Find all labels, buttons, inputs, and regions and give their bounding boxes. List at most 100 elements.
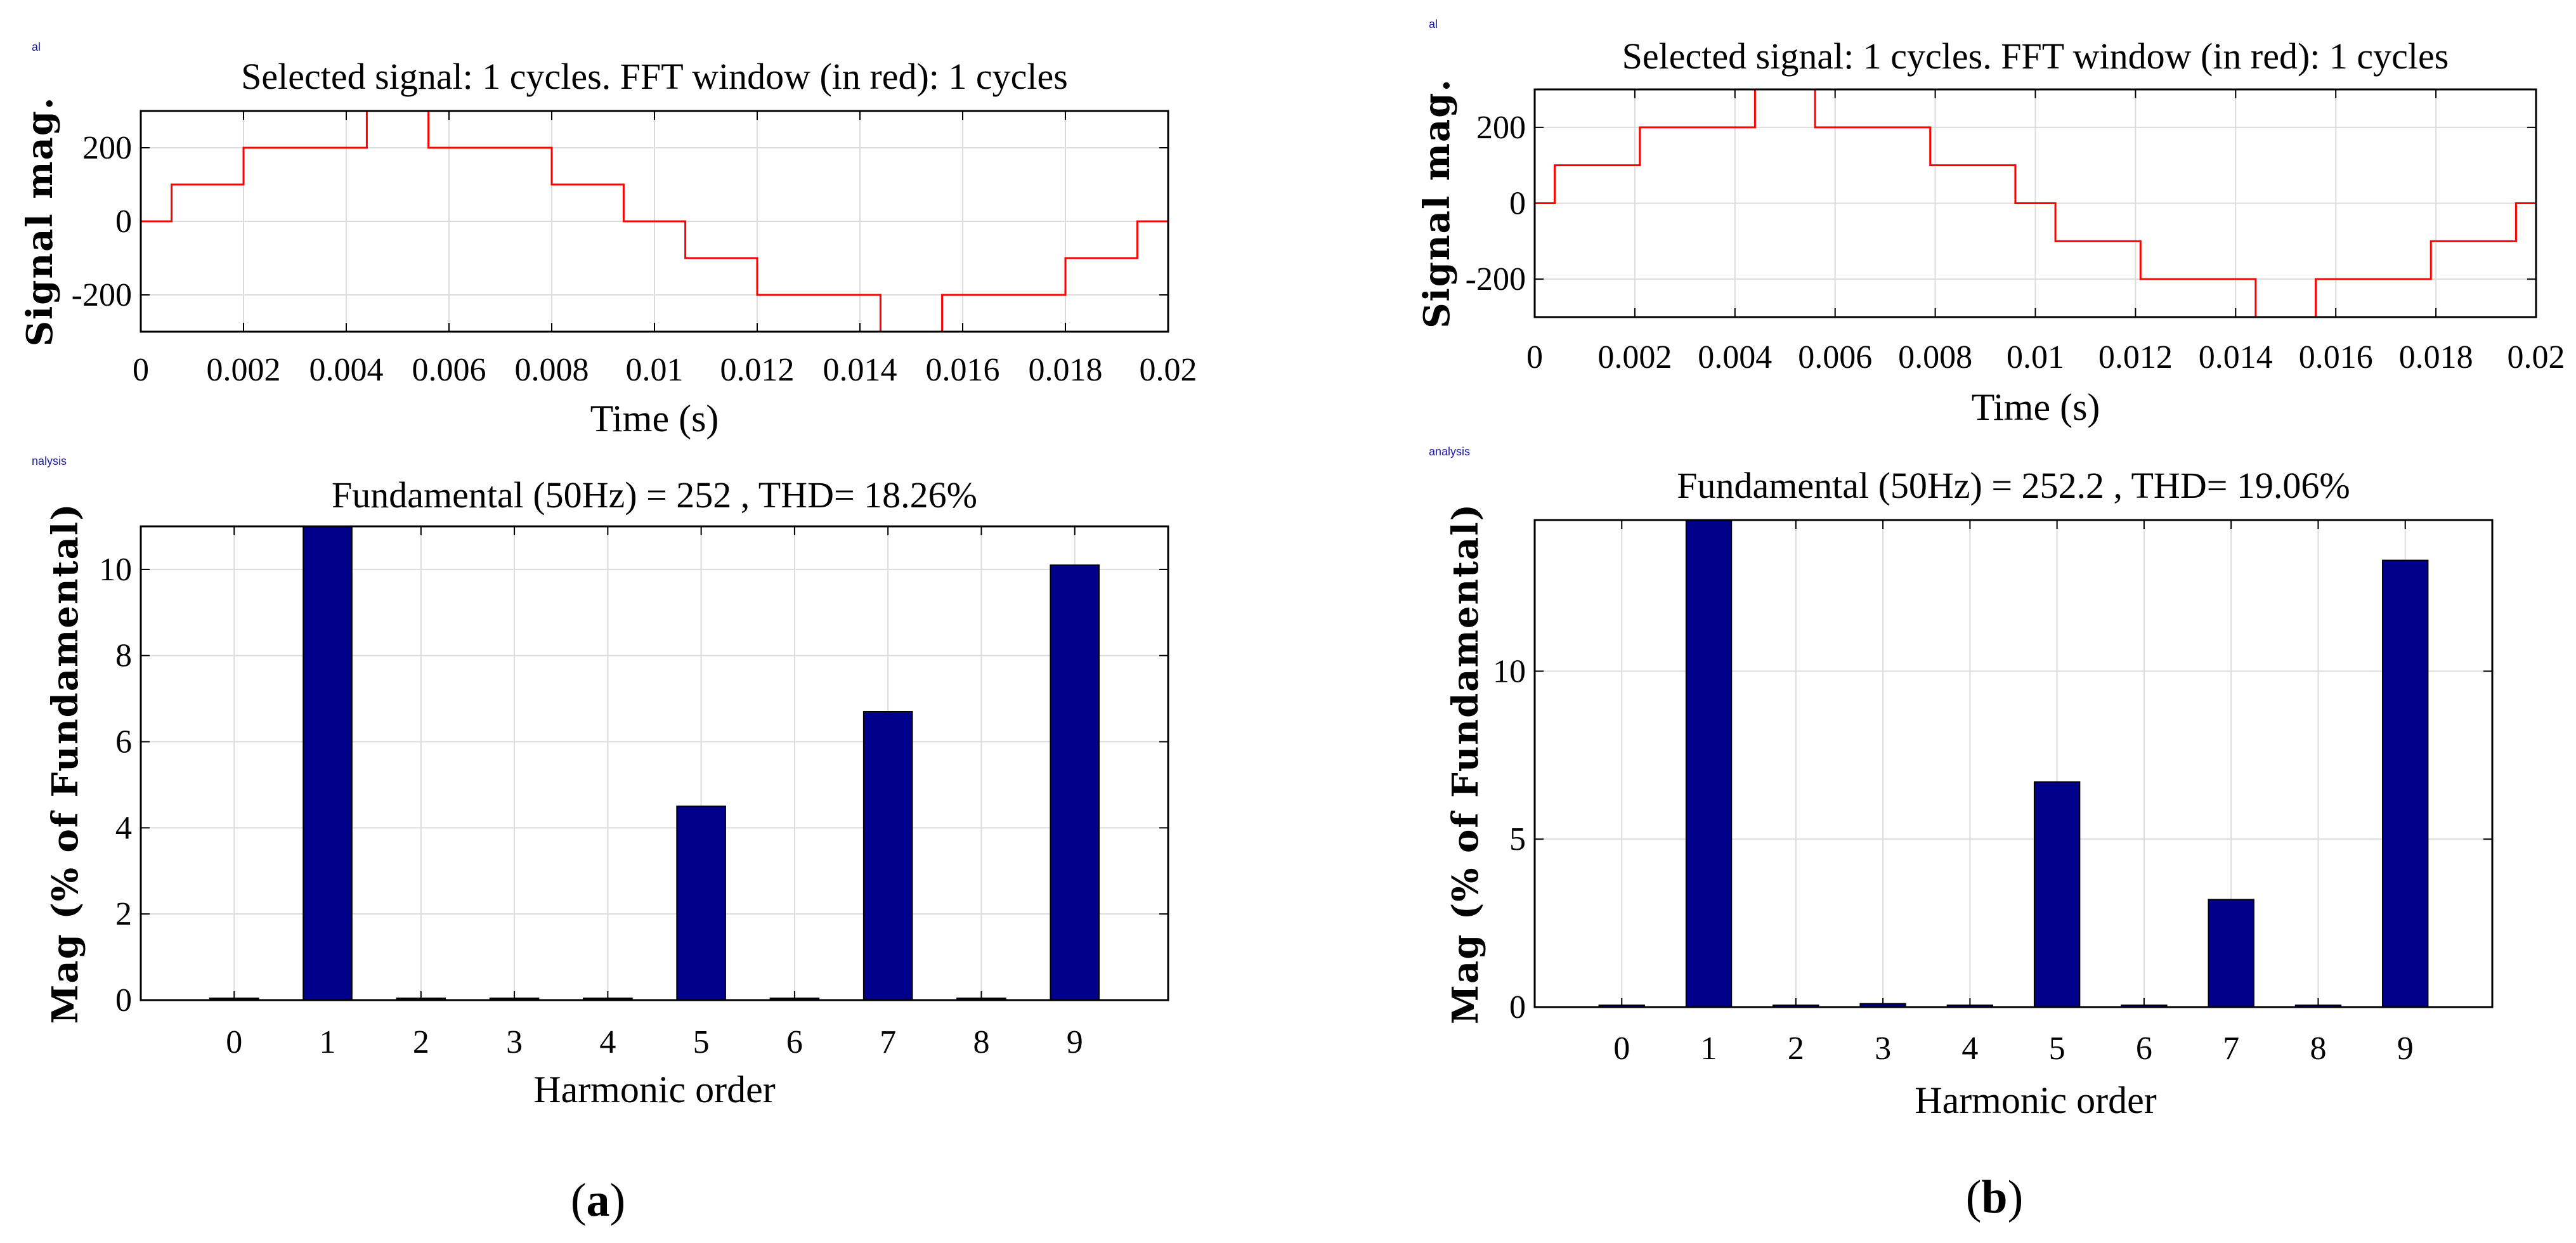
- x-tick-label: 0.014: [2199, 339, 2273, 375]
- panel-b-fft-tag: analysis: [1429, 445, 1470, 458]
- caption-open-paren: (: [571, 1175, 587, 1227]
- x-tick-label: 0: [1613, 1031, 1630, 1067]
- x-axis-label: Harmonic order: [533, 1069, 776, 1110]
- x-tick-label: 0.012: [720, 352, 795, 388]
- y-axis-label: Signal mag.: [19, 96, 61, 347]
- harmonic-bar-7: [862, 711, 913, 1001]
- panel-b-signal-chart: Selected signal: 1 cycles. FFT window (i…: [1416, 36, 2565, 428]
- panel-b-fft-chart: Fundamental (50Hz) = 252.2 , THD= 19.06%…: [1445, 465, 2494, 1121]
- x-tick-label: 1: [320, 1024, 336, 1060]
- x-tick-label: 6: [2136, 1031, 2152, 1067]
- chart-title: Selected signal: 1 cycles. FFT window (i…: [1622, 36, 2449, 77]
- plot-frame: [1533, 88, 2537, 318]
- harmonic-bar-1: [1685, 519, 1733, 1008]
- x-tick-label: 0.01: [626, 352, 684, 388]
- harmonic-bar-9: [2382, 559, 2429, 1008]
- x-tick-label: 4: [1961, 1031, 1978, 1067]
- panel-b-caption-letter: b: [1981, 1171, 2007, 1223]
- y-tick-label: 5: [1509, 821, 1526, 857]
- plot-frame: [140, 110, 1169, 333]
- chart-title: Fundamental (50Hz) = 252.2 , THD= 19.06%: [1677, 465, 2350, 506]
- x-tick-label: 3: [1875, 1031, 1891, 1067]
- x-tick-label: 7: [2223, 1031, 2239, 1067]
- x-tick-label: 0: [226, 1024, 242, 1060]
- x-tick-label: 0.008: [1898, 339, 1972, 375]
- y-axis-label: Mag (% of Fundamental): [1445, 503, 1486, 1024]
- x-tick-label: 0.014: [823, 352, 897, 388]
- y-tick-label: 4: [115, 810, 132, 846]
- panel-a-signal-chart: Selected signal: 1 cycles. FFT window (i…: [19, 56, 1197, 439]
- x-tick-label: 0.016: [926, 352, 1000, 388]
- panel-a-caption: (a): [571, 1175, 625, 1227]
- x-tick-label: 0.002: [1597, 339, 1672, 375]
- harmonic-bar-7: [2208, 899, 2254, 1008]
- y-tick-label: 0: [115, 982, 132, 1018]
- x-tick-label: 2: [1788, 1031, 1804, 1067]
- x-tick-label: 0.006: [412, 352, 486, 388]
- y-tick-label: 0: [1509, 989, 1526, 1025]
- y-tick-label: 2: [115, 896, 132, 932]
- x-tick-label: 8: [2310, 1031, 2326, 1067]
- signal-line: [1535, 89, 2536, 317]
- y-tick-label: 0: [115, 204, 132, 240]
- y-tick-label: 10: [99, 552, 132, 588]
- x-tick-label: 9: [1067, 1024, 1083, 1060]
- x-tick-label: 5: [693, 1024, 710, 1060]
- x-tick-label: 0.002: [207, 352, 281, 388]
- x-tick-label: 0.02: [1140, 352, 1197, 388]
- caption-close-paren: ): [2008, 1171, 2024, 1223]
- chart-title: Fundamental (50Hz) = 252 , THD= 18.26%: [332, 474, 977, 516]
- x-tick-label: 0.018: [2399, 339, 2473, 375]
- panel-a-fft-chart: Fundamental (50Hz) = 252 , THD= 18.26% 0 2…: [44, 474, 1169, 1110]
- x-tick-label: 0.004: [309, 352, 384, 388]
- y-tick-label: 10: [1493, 653, 1526, 689]
- x-tick-label: 0.004: [1698, 339, 1772, 375]
- y-tick-label: -200: [1466, 261, 1526, 297]
- y-tick-label: 200: [82, 130, 132, 166]
- harmonic-bar-5: [676, 805, 726, 1001]
- x-axis-label: Time (s): [590, 398, 719, 439]
- x-tick-label: 5: [2049, 1031, 2065, 1067]
- x-tick-label: 0.018: [1029, 352, 1103, 388]
- panel-a-signal-tag: al: [32, 41, 41, 53]
- plot-frame: [140, 525, 1169, 1001]
- plot-frame: [1533, 519, 2494, 1008]
- x-tick-label: 8: [973, 1024, 989, 1060]
- x-tick-label: 7: [880, 1024, 896, 1060]
- x-tick-label: 0.016: [2299, 339, 2373, 375]
- x-tick-label: 0.02: [2508, 339, 2565, 375]
- x-tick-label: 0: [1526, 339, 1543, 375]
- x-axis-label: Harmonic order: [1915, 1079, 2157, 1121]
- y-axis-label: Mag (% of Fundamental): [44, 502, 86, 1024]
- signal-line: [141, 111, 1168, 332]
- harmonic-bar-5: [2033, 781, 2081, 1008]
- panel-a-caption-letter: a: [587, 1175, 610, 1227]
- panel-a-fft-tag: nalysis: [32, 455, 67, 467]
- x-tick-label: 0: [133, 352, 149, 388]
- x-tick-label: 0.008: [515, 352, 589, 388]
- panel-b-caption: (b): [1966, 1171, 2023, 1223]
- x-tick-label: 2: [413, 1024, 429, 1060]
- y-tick-label: 200: [1476, 110, 1526, 146]
- y-tick-label: 6: [115, 724, 132, 760]
- harmonic-bar-9: [1050, 564, 1100, 1001]
- y-tick-label: 0: [1509, 186, 1526, 222]
- caption-open-paren: (: [1966, 1171, 1982, 1223]
- x-tick-label: 4: [599, 1024, 616, 1060]
- caption-close-paren: ): [610, 1175, 626, 1227]
- x-tick-label: 0.006: [1798, 339, 1872, 375]
- chart-title: Selected signal: 1 cycles. FFT window (i…: [241, 56, 1068, 97]
- harmonic-bar-1: [302, 526, 353, 1001]
- x-tick-label: 9: [2397, 1031, 2414, 1067]
- x-tick-label: 3: [506, 1024, 523, 1060]
- x-tick-label: 0.01: [2007, 339, 2064, 375]
- x-tick-label: 0.012: [2098, 339, 2173, 375]
- x-axis-label: Time (s): [1972, 386, 2100, 428]
- panel-b-signal-tag: al: [1429, 18, 1438, 30]
- y-tick-label: 8: [115, 638, 132, 674]
- y-tick-label: -200: [72, 277, 132, 313]
- x-tick-label: 6: [786, 1024, 803, 1060]
- x-tick-label: 1: [1701, 1031, 1717, 1067]
- y-axis-label: Signal mag.: [1416, 78, 1458, 329]
